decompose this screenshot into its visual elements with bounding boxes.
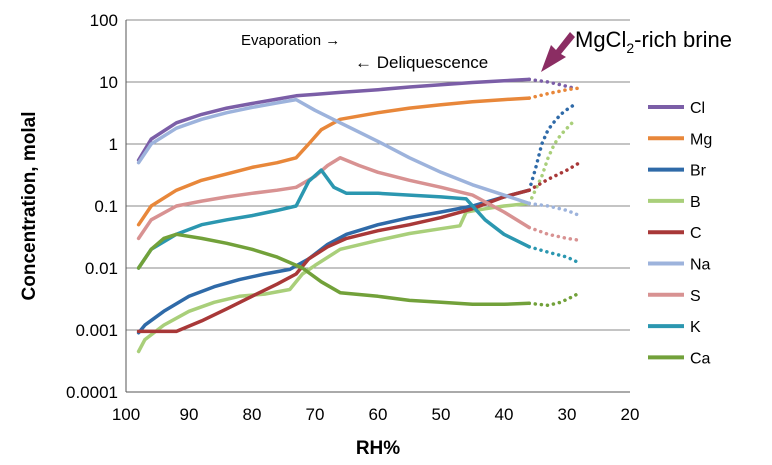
y-tick-label-0: 100 — [90, 11, 118, 30]
legend-mg-label: Mg — [690, 131, 712, 148]
x-tick-labels: 100 90 80 70 60 50 40 30 20 — [112, 405, 640, 424]
legend-k-label: K — [690, 319, 701, 336]
legend-na-label: Na — [690, 257, 711, 274]
x-tick-label-3: 70 — [306, 405, 325, 424]
x-axis-title: RH% — [356, 438, 400, 459]
legend: Cl Mg Br BC Na SK Ca — [648, 100, 712, 367]
series-cl-dotted — [527, 77, 576, 90]
legend-b-label: B — [690, 194, 701, 211]
x-tick-label-1: 90 — [180, 405, 199, 424]
series-lines — [136, 77, 582, 354]
series-na-dotted — [527, 201, 582, 218]
legend-c-label: C — [690, 225, 702, 242]
y-tick-label-4: 0.01 — [85, 259, 118, 278]
series-k-dotted — [527, 245, 582, 265]
series-cl-line — [136, 77, 531, 162]
y-tick-label-6: 0.0001 — [66, 383, 118, 402]
series-c-dotted — [527, 160, 582, 192]
x-tick-label-8: 20 — [621, 405, 640, 424]
y-tick-label-5: 0.001 — [75, 321, 118, 340]
x-tick-label-5: 50 — [432, 405, 451, 424]
y-tick-labels: 100 10 1 0.1 0.01 0.001 0.0001 — [66, 11, 118, 402]
y-tick-label-3: 0.1 — [94, 197, 118, 216]
series-b-dotted — [527, 119, 576, 206]
gridlines — [126, 19, 630, 331]
series-k-line — [136, 168, 531, 270]
brine-arrow-icon — [541, 32, 575, 72]
series-c-line — [136, 188, 531, 334]
brine-annotation-rest: -rich brine — [634, 27, 732, 52]
deliquescence-annotation: ← Deliquescence — [355, 53, 488, 72]
y-tick-label-2: 1 — [109, 135, 118, 154]
series-ca-dotted — [527, 290, 582, 308]
y-axis-title: Concentration, molal — [19, 112, 40, 301]
legend-s-label: S — [690, 288, 701, 305]
legend-ca-label: Ca — [690, 350, 711, 367]
series-mg-dotted — [527, 86, 582, 100]
x-tick-label-0: 100 — [112, 405, 140, 424]
series-br-dotted — [527, 103, 576, 192]
series-mg-line — [136, 96, 531, 227]
series-s-dotted — [527, 225, 582, 243]
x-tick-label-6: 40 — [495, 405, 514, 424]
evaporation-annotation: Evaporation → — [241, 32, 340, 49]
x-tick-label-4: 60 — [369, 405, 388, 424]
legend-br-label: Br — [690, 163, 707, 180]
brine-annotation: MgCl2-rich brine — [575, 27, 732, 56]
series-ca-line — [136, 232, 531, 307]
legend-cl-label: Cl — [690, 100, 705, 117]
x-tick-label-7: 30 — [558, 405, 577, 424]
brine-annotation-main: MgCl — [575, 27, 626, 52]
x-tick-label-2: 80 — [243, 405, 262, 424]
series-na-line — [136, 97, 531, 206]
brine-annotation-subscript: 2 — [626, 40, 634, 56]
y-tick-label-1: 10 — [99, 73, 118, 92]
